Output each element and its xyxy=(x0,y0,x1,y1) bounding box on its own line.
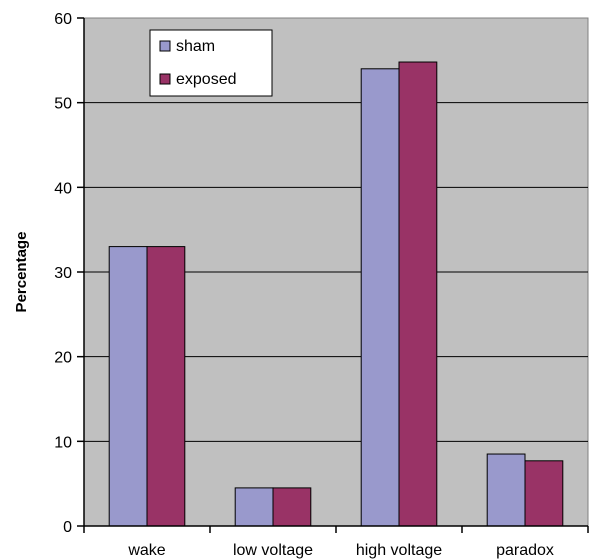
bar-sham-0 xyxy=(108,246,148,527)
x-tick-label: wake xyxy=(127,542,165,559)
bar-exposed-0 xyxy=(146,246,186,527)
x-tick-label: paradox xyxy=(496,542,554,559)
bar-exposed-3 xyxy=(524,460,564,527)
y-tick-label: 60 xyxy=(54,11,72,28)
x-tick-label: low voltage xyxy=(233,542,313,559)
bar-exposed-1 xyxy=(272,487,312,527)
y-axis-ticks: 0 10 20 30 40 50 60 xyxy=(54,11,84,536)
legend: sham exposed xyxy=(149,29,273,97)
legend-label-exposed: exposed xyxy=(176,71,237,88)
y-tick-label: 30 xyxy=(54,265,72,282)
x-tick-label: high voltage xyxy=(356,542,442,559)
bar-sham-2 xyxy=(360,68,400,527)
x-axis-ticks: wake low voltage high voltage paradox xyxy=(83,526,589,559)
legend-swatch-exposed xyxy=(159,73,171,85)
y-tick-label: 50 xyxy=(54,96,72,113)
y-axis-title: Percentage xyxy=(13,232,30,313)
legend-swatch-sham xyxy=(159,40,171,52)
y-tick-label: 40 xyxy=(54,180,72,197)
bar-exposed-2 xyxy=(398,61,438,527)
y-tick-label: 10 xyxy=(54,434,72,451)
bars xyxy=(108,61,564,527)
bar-sham-3 xyxy=(486,453,526,527)
y-tick-label: 0 xyxy=(63,519,72,536)
y-tick-label: 20 xyxy=(54,350,72,367)
legend-label-sham: sham xyxy=(176,38,215,55)
bar-sham-1 xyxy=(234,487,274,527)
